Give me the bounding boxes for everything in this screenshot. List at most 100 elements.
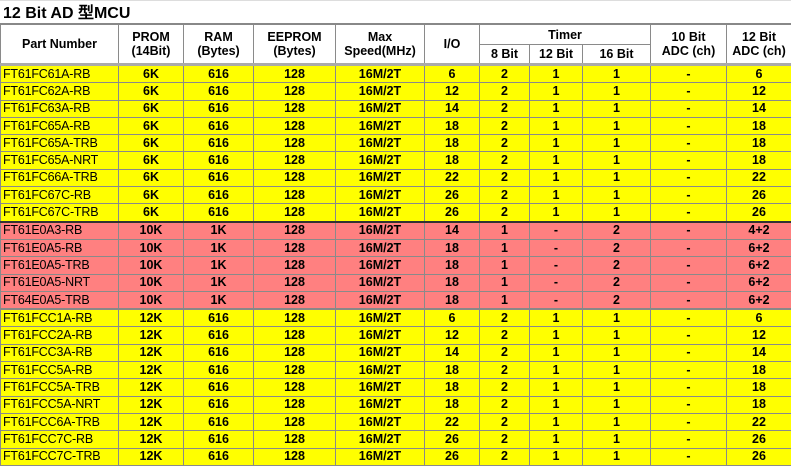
cell-timer-16bit: 1 (583, 204, 651, 222)
cell-adc10: - (651, 222, 727, 240)
mcu-spec-table: Part Number PROM(14Bit) RAM(Bytes) EEPRO… (0, 23, 791, 466)
cell-eeprom: 128 (254, 152, 336, 169)
cell-timer-12bit: - (530, 222, 583, 240)
cell-timer-8bit: 2 (480, 204, 530, 222)
cell-prom: 10K (119, 222, 184, 240)
cell-timer-16bit: 1 (583, 169, 651, 186)
cell-adc10: - (651, 431, 727, 448)
cell-max-speed: 16M/2T (336, 83, 425, 100)
cell-adc12: 6 (727, 65, 791, 83)
cell-eeprom: 128 (254, 135, 336, 152)
cell-timer-16bit: 1 (583, 431, 651, 448)
cell-ram: 1K (184, 257, 254, 274)
cell-adc10: - (651, 257, 727, 274)
cell-prom: 12K (119, 309, 184, 327)
cell-timer-16bit: 1 (583, 152, 651, 169)
cell-timer-16bit: 1 (583, 327, 651, 344)
cell-part-number: FT61E0A3-RB (1, 222, 119, 240)
cell-max-speed: 16M/2T (336, 100, 425, 117)
header-timer: Timer (480, 24, 651, 45)
cell-io: 18 (425, 257, 480, 274)
cell-timer-8bit: 1 (480, 291, 530, 309)
cell-max-speed: 16M/2T (336, 117, 425, 134)
cell-eeprom: 128 (254, 100, 336, 117)
cell-max-speed: 16M/2T (336, 396, 425, 413)
cell-timer-16bit: 1 (583, 344, 651, 361)
cell-timer-16bit: 1 (583, 448, 651, 465)
cell-prom: 12K (119, 362, 184, 379)
cell-io: 14 (425, 344, 480, 361)
cell-timer-16bit: 1 (583, 117, 651, 134)
cell-prom: 12K (119, 327, 184, 344)
cell-eeprom: 128 (254, 274, 336, 291)
cell-adc10: - (651, 448, 727, 465)
cell-max-speed: 16M/2T (336, 257, 425, 274)
cell-adc12: 26 (727, 187, 791, 204)
header-ram: RAM(Bytes) (184, 24, 254, 65)
cell-timer-16bit: 1 (583, 362, 651, 379)
cell-prom: 10K (119, 274, 184, 291)
cell-adc10: - (651, 344, 727, 361)
cell-adc10: - (651, 309, 727, 327)
cell-part-number: FT61FCC5A-TRB (1, 379, 119, 396)
header-io: I/O (425, 24, 480, 65)
cell-timer-8bit: 1 (480, 222, 530, 240)
cell-adc12: 18 (727, 362, 791, 379)
cell-max-speed: 16M/2T (336, 65, 425, 83)
cell-adc12: 14 (727, 100, 791, 117)
cell-eeprom: 128 (254, 327, 336, 344)
cell-timer-8bit: 2 (480, 431, 530, 448)
cell-max-speed: 16M/2T (336, 431, 425, 448)
cell-max-speed: 16M/2T (336, 379, 425, 396)
cell-part-number: FT61FC67C-TRB (1, 204, 119, 222)
cell-timer-8bit: 2 (480, 327, 530, 344)
cell-part-number: FT61FCC2A-RB (1, 327, 119, 344)
cell-io: 26 (425, 204, 480, 222)
cell-timer-8bit: 2 (480, 169, 530, 186)
cell-ram: 616 (184, 204, 254, 222)
cell-eeprom: 128 (254, 222, 336, 240)
cell-io: 18 (425, 274, 480, 291)
cell-timer-8bit: 1 (480, 257, 530, 274)
cell-timer-8bit: 1 (480, 274, 530, 291)
cell-adc12: 22 (727, 169, 791, 186)
header-prom: PROM(14Bit) (119, 24, 184, 65)
cell-io: 18 (425, 239, 480, 256)
cell-timer-12bit: 1 (530, 187, 583, 204)
cell-timer-12bit: 1 (530, 309, 583, 327)
cell-timer-16bit: 2 (583, 222, 651, 240)
cell-part-number: FT61FC65A-RB (1, 117, 119, 134)
cell-prom: 6K (119, 83, 184, 100)
cell-max-speed: 16M/2T (336, 413, 425, 430)
cell-timer-8bit: 2 (480, 117, 530, 134)
cell-adc12: 18 (727, 152, 791, 169)
cell-timer-12bit: 1 (530, 362, 583, 379)
cell-prom: 12K (119, 431, 184, 448)
cell-prom: 6K (119, 65, 184, 83)
cell-timer-8bit: 2 (480, 152, 530, 169)
cell-eeprom: 128 (254, 83, 336, 100)
cell-part-number: FT61FCC6A-TRB (1, 413, 119, 430)
cell-adc12: 6 (727, 309, 791, 327)
cell-eeprom: 128 (254, 413, 336, 430)
cell-prom: 12K (119, 344, 184, 361)
header-timer-16bit: 16 Bit (583, 45, 651, 65)
cell-timer-16bit: 2 (583, 274, 651, 291)
cell-eeprom: 128 (254, 239, 336, 256)
cell-prom: 6K (119, 117, 184, 134)
cell-prom: 6K (119, 135, 184, 152)
cell-eeprom: 128 (254, 291, 336, 309)
cell-part-number: FT61FCC5A-RB (1, 362, 119, 379)
cell-timer-16bit: 1 (583, 396, 651, 413)
cell-max-speed: 16M/2T (336, 291, 425, 309)
cell-io: 18 (425, 135, 480, 152)
